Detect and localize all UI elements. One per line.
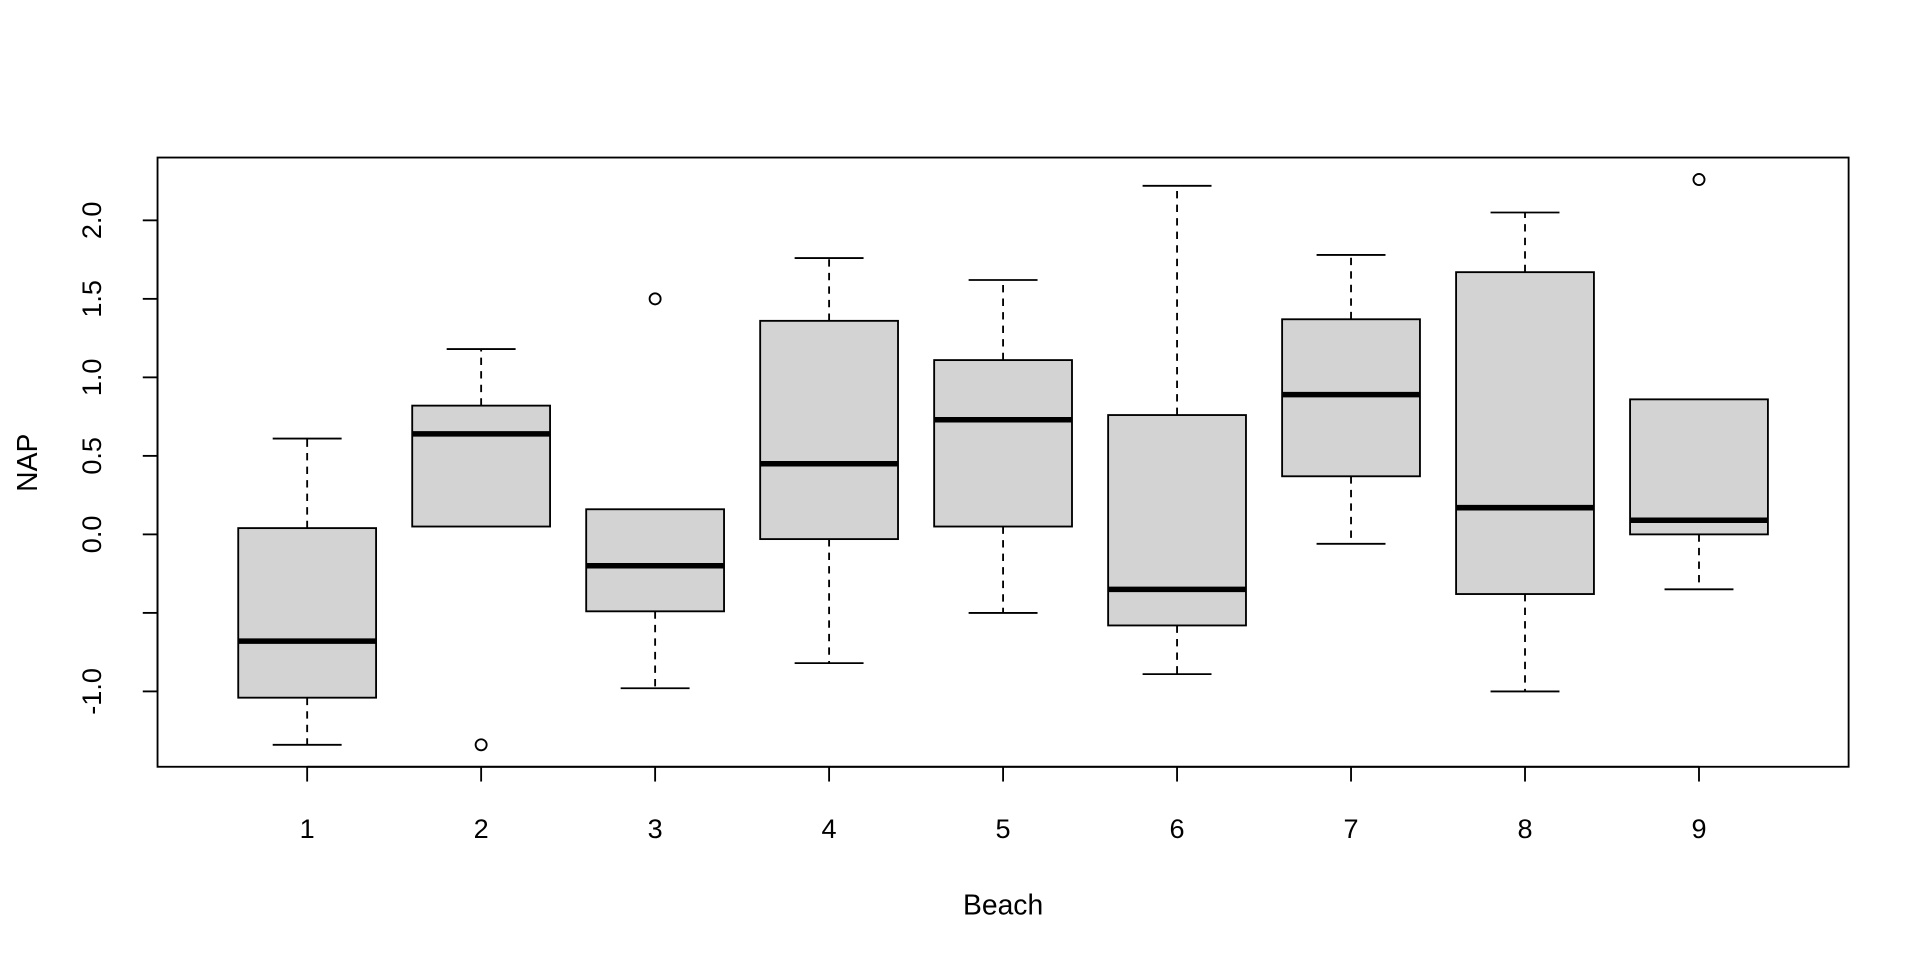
x-tick-label: 6 bbox=[1170, 813, 1185, 844]
y-tick-label: 1.5 bbox=[76, 280, 107, 318]
x-tick-label: 4 bbox=[822, 813, 837, 844]
y-tick-label: -1.0 bbox=[76, 668, 107, 715]
x-tick-label: 3 bbox=[648, 813, 663, 844]
box-iqr bbox=[585, 508, 725, 613]
x-tick-label: 5 bbox=[996, 813, 1011, 844]
outlier-point bbox=[1692, 173, 1706, 186]
box-iqr bbox=[1629, 398, 1769, 536]
box-iqr bbox=[759, 319, 899, 541]
box-9 bbox=[1629, 173, 1769, 591]
box-iqr bbox=[411, 404, 551, 528]
box-iqr bbox=[1455, 271, 1595, 595]
y-tick-label: 0.0 bbox=[76, 516, 107, 554]
y-tick-label: 0.5 bbox=[76, 437, 107, 475]
x-tick-label: 9 bbox=[1691, 813, 1706, 844]
box-1 bbox=[237, 437, 378, 746]
box-iqr bbox=[1107, 414, 1247, 627]
box-4 bbox=[759, 257, 899, 665]
x-tick-label: 8 bbox=[1517, 813, 1532, 844]
box-iqr bbox=[237, 527, 378, 699]
box-8 bbox=[1455, 211, 1595, 693]
box-3 bbox=[585, 292, 725, 690]
box-5 bbox=[933, 279, 1073, 614]
x-axis-label: Beach bbox=[963, 888, 1043, 920]
y-tick-label: 2.0 bbox=[76, 202, 107, 240]
box-iqr bbox=[1281, 318, 1421, 478]
x-tick-label: 7 bbox=[1344, 813, 1359, 844]
outlier-point bbox=[648, 292, 662, 306]
box-6 bbox=[1107, 184, 1247, 676]
box-2 bbox=[411, 348, 551, 752]
x-tick-label: 2 bbox=[474, 813, 489, 844]
box-iqr bbox=[933, 359, 1073, 528]
x-tick-label: 1 bbox=[300, 813, 315, 844]
y-tick-label: 1.0 bbox=[76, 359, 107, 397]
outlier-point bbox=[474, 738, 488, 752]
y-axis-label: NAP bbox=[11, 434, 43, 492]
box-7 bbox=[1281, 253, 1421, 545]
